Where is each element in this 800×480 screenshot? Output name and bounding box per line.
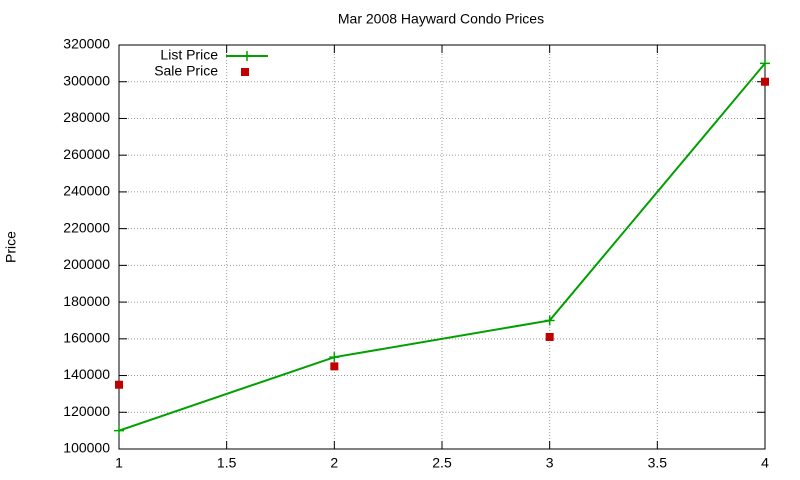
y-tick-label: 320000: [63, 36, 110, 52]
data-point: [545, 332, 554, 341]
y-tick-label: 240000: [63, 183, 110, 199]
y-tick-label: 180000: [63, 293, 110, 309]
x-tick-label: 1: [115, 455, 123, 471]
legend-label: List Price: [160, 47, 218, 63]
y-tick-label: 220000: [63, 219, 110, 235]
x-tick-label: 3: [546, 455, 554, 471]
y-tick-label: 140000: [63, 366, 110, 382]
x-tick-label: 3.5: [648, 455, 668, 471]
data-point: [330, 362, 339, 371]
y-tick-label: 280000: [63, 109, 110, 125]
x-tick-label: 1.5: [217, 455, 237, 471]
series-line: [118, 62, 766, 432]
data-point: [114, 425, 124, 436]
x-tick-label: 4: [761, 455, 769, 471]
y-tick-label: 160000: [63, 330, 110, 346]
x-tick-label: 2: [330, 455, 338, 471]
y-axis-label: Price: [3, 231, 19, 263]
data-point: [329, 352, 340, 363]
y-tick-label: 260000: [63, 146, 110, 162]
y-tick-label: 200000: [63, 256, 110, 272]
x-tick-label: 2.5: [432, 455, 452, 471]
data-point: [544, 315, 555, 326]
y-tick-label: 120000: [63, 403, 110, 419]
legend-label: Sale Price: [154, 63, 218, 79]
data-point: [115, 380, 123, 389]
legend-swatch: [241, 68, 249, 76]
data-point: [760, 58, 770, 69]
data-point: [761, 77, 769, 86]
plot-border: [118, 44, 766, 450]
chart-title: Mar 2008 Hayward Condo Prices: [338, 11, 544, 27]
legend-swatch: [242, 51, 252, 61]
y-tick-label: 100000: [63, 440, 110, 456]
y-tick-label: 300000: [63, 72, 110, 88]
